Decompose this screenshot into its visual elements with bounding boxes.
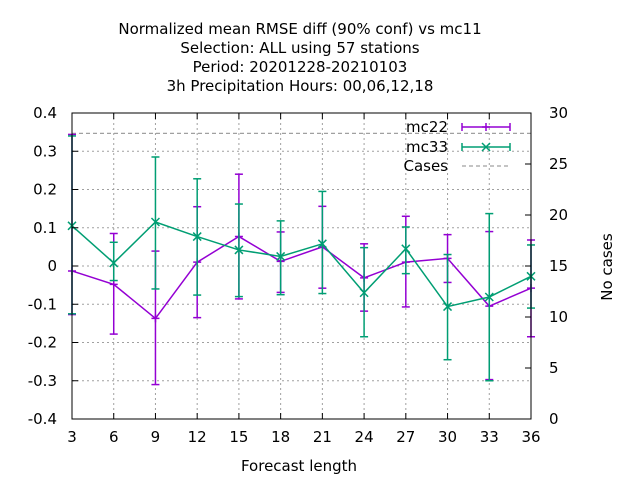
y-tick-label: -0.4	[28, 410, 57, 428]
x-tick-label: 15	[229, 428, 248, 446]
series-line-mc22	[71, 235, 532, 320]
y2-tick-label: 25	[549, 155, 568, 173]
y-tick-label: 0.3	[33, 142, 57, 160]
y2-tick-label: 20	[549, 206, 568, 224]
grid	[72, 113, 531, 419]
point-mc33	[401, 244, 411, 254]
point-mc22	[151, 314, 160, 323]
x-tick-label: 27	[396, 428, 415, 446]
y-tick-label: -0.3	[28, 372, 57, 390]
legend-label-cases: Cases	[403, 157, 448, 175]
y-tick-label: -0.2	[28, 334, 57, 352]
point-mc33	[443, 302, 453, 312]
y2-tick-label: 10	[549, 308, 568, 326]
legend-marker-mc22	[482, 123, 490, 131]
x-tick-label: 33	[480, 428, 499, 446]
y2-axis-label: No cases	[598, 233, 616, 301]
series-line-mc33	[71, 221, 532, 308]
point-mc33	[484, 292, 494, 302]
series-layer	[67, 133, 536, 386]
y-tick-label: 0.4	[33, 104, 57, 122]
point-mc33	[109, 258, 119, 268]
legend-label-mc33: mc33	[406, 138, 448, 156]
chart-title-line-1: Normalized mean RMSE diff (90% conf) vs …	[118, 20, 481, 38]
y-tick-label: 0.2	[33, 181, 57, 199]
x-tick-label: 6	[109, 428, 119, 446]
y2-tick-label: 15	[549, 257, 568, 275]
y2-tick-label: 5	[549, 359, 559, 377]
y-tick-label: -0.1	[28, 295, 57, 313]
chart-title-line-3: Period: 20201228-20210103	[193, 58, 408, 76]
point-mc33	[192, 232, 202, 242]
y-tick-label: 0.1	[33, 219, 57, 237]
x-tick-label: 9	[151, 428, 161, 446]
x-tick-label: 36	[521, 428, 540, 446]
point-mc33	[359, 288, 369, 298]
x-tick-label: 3	[67, 428, 77, 446]
point-mc33	[150, 217, 160, 227]
legend-marker-mc33	[481, 142, 491, 152]
point-mc33	[234, 245, 244, 255]
legend: mc22 mc33 Cases	[403, 118, 511, 175]
series-mc22	[68, 133, 535, 386]
chart-title-line-2: Selection: ALL using 57 stations	[180, 39, 419, 57]
x-tick-label: 18	[271, 428, 290, 446]
y2-tick-label: 0	[549, 410, 559, 428]
series-mc33	[67, 135, 536, 382]
point-mc22	[109, 280, 118, 289]
point-mc33	[317, 239, 327, 249]
y-tick-label: 0	[47, 257, 57, 275]
x-axis-label: Forecast length	[241, 457, 357, 475]
x-tick-label: 21	[313, 428, 332, 446]
ticks: 3 6 9 12 15 18 21 24 27 30 33 360.40.30.20.10-0.1-0…	[28, 104, 568, 446]
legend-label-mc22: mc22	[406, 118, 448, 136]
y2-tick-label: 30	[549, 104, 568, 122]
x-tick-label: 30	[438, 428, 457, 446]
x-tick-label: 24	[355, 428, 374, 446]
chart-title-line-4: 3h Precipitation Hours: 00,06,12,18	[167, 77, 434, 95]
point-mc33	[276, 251, 286, 261]
x-tick-label: 12	[188, 428, 207, 446]
